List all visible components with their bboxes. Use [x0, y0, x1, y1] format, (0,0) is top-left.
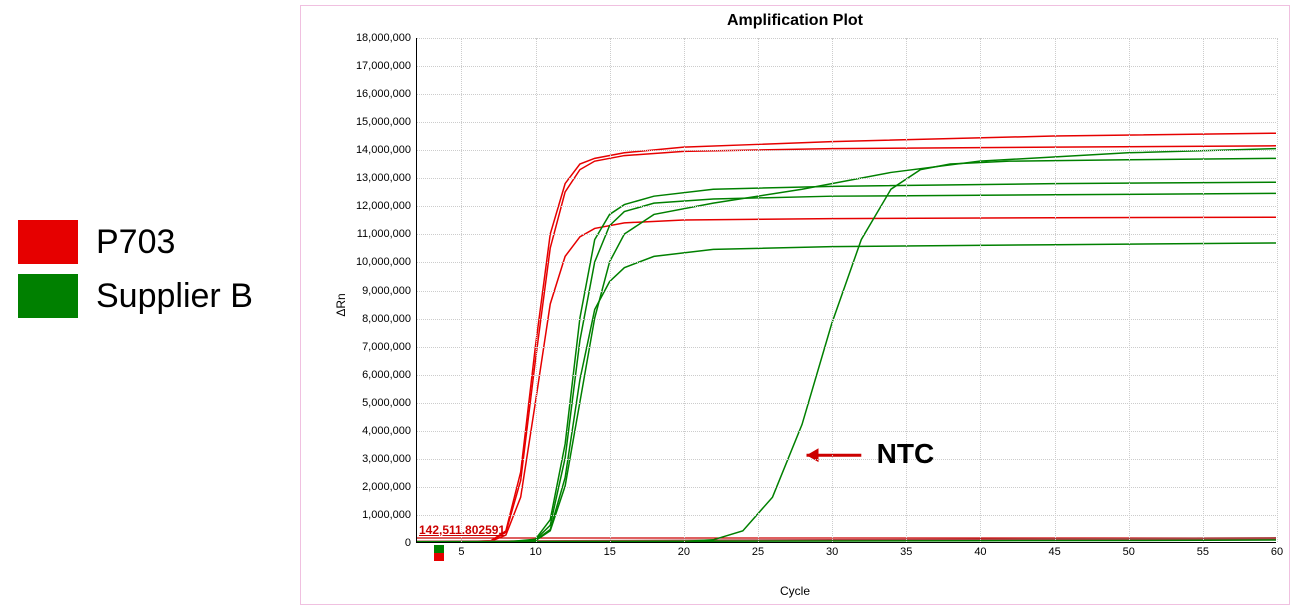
x-tick-label: 15 [604, 546, 616, 558]
grid-line-v [1129, 38, 1130, 542]
legend-swatch-supplierb [18, 274, 78, 318]
grid-line-h [417, 403, 1276, 404]
threshold-label: 142,511.802591 [419, 523, 505, 537]
x-tick-label: 30 [826, 546, 838, 558]
grid-line-h [417, 375, 1276, 376]
chart-title: Amplification Plot [301, 12, 1289, 30]
grid-line-v [610, 38, 611, 542]
x-tick-label: 60 [1271, 546, 1283, 558]
x-tick-label: 5 [458, 546, 464, 558]
y-tick-label: 9,000,000 [362, 285, 411, 297]
grid-line-v [536, 38, 537, 542]
grid-line-h [417, 38, 1276, 39]
grid-line-h [417, 319, 1276, 320]
chart-frame: Amplification Plot ΔRn Cycle 01,000,0002… [300, 5, 1290, 605]
grid-line-h [417, 431, 1276, 432]
grid-line-v [684, 38, 685, 542]
grid-line-v [758, 38, 759, 542]
y-tick-label: 0 [405, 537, 411, 549]
ntc-annotation: NTC [877, 438, 935, 470]
y-tick-label: 3,000,000 [362, 453, 411, 465]
series-green_3 [417, 243, 1276, 542]
plot-area: 01,000,0002,000,0003,000,0004,000,0005,0… [416, 38, 1276, 543]
grid-line-h [417, 150, 1276, 151]
legend-swatch-p703 [18, 220, 78, 264]
grid-line-h [417, 178, 1276, 179]
grid-line-h [417, 347, 1276, 348]
y-tick-label: 18,000,000 [356, 32, 411, 44]
y-tick-label: 16,000,000 [356, 88, 411, 100]
x-tick-label: 35 [900, 546, 912, 558]
series-green_4_late [417, 149, 1276, 542]
x-tick-label: 50 [1123, 546, 1135, 558]
y-tick-label: 5,000,000 [362, 397, 411, 409]
y-tick-label: 14,000,000 [356, 144, 411, 156]
grid-line-h [417, 515, 1276, 516]
y-tick-label: 15,000,000 [356, 116, 411, 128]
series-green_1 [417, 182, 1276, 542]
x-tick-label: 25 [752, 546, 764, 558]
grid-line-h [417, 122, 1276, 123]
y-tick-label: 17,000,000 [356, 60, 411, 72]
series-green_2 [417, 193, 1276, 542]
x-tick-label: 45 [1048, 546, 1060, 558]
x-tick-label: 10 [529, 546, 541, 558]
legend-item-supplierb: Supplier B [18, 274, 253, 318]
x-tick-label: 55 [1197, 546, 1209, 558]
grid-line-h [417, 66, 1276, 67]
grid-line-h [417, 206, 1276, 207]
series-green_ntc [417, 158, 1276, 542]
grid-line-h [417, 291, 1276, 292]
legend-label-supplierb: Supplier B [96, 277, 253, 316]
grid-line-v [1055, 38, 1056, 542]
y-tick-label: 2,000,000 [362, 481, 411, 493]
x-tick-label: 40 [974, 546, 986, 558]
legend-label-p703: P703 [96, 223, 175, 262]
y-tick-label: 4,000,000 [362, 425, 411, 437]
grid-line-h [417, 234, 1276, 235]
y-tick-label: 11,000,000 [357, 228, 411, 240]
y-tick-label: 10,000,000 [356, 256, 411, 268]
series-red_2 [417, 146, 1276, 542]
grid-line-v [461, 38, 462, 542]
grid-line-h [417, 459, 1276, 460]
y-tick-label: 12,000,000 [356, 200, 411, 212]
y-tick-label: 1,000,000 [362, 509, 411, 521]
grid-line-v [832, 38, 833, 542]
grid-line-v [1203, 38, 1204, 542]
axis-marker [434, 545, 444, 553]
y-tick-label: 7,000,000 [362, 341, 411, 353]
legend: P703 Supplier B [18, 220, 253, 328]
legend-item-p703: P703 [18, 220, 253, 264]
grid-line-h [417, 262, 1276, 263]
y-tick-label: 6,000,000 [362, 369, 411, 381]
grid-line-v [980, 38, 981, 542]
axis-marker [434, 553, 444, 561]
y-tick-label: 8,000,000 [362, 313, 411, 325]
y-axis-label: ΔRn [334, 293, 348, 316]
grid-line-h [417, 94, 1276, 95]
grid-line-h [417, 487, 1276, 488]
x-tick-label: 20 [678, 546, 690, 558]
grid-line-v [1277, 38, 1278, 542]
y-tick-label: 13,000,000 [356, 172, 411, 184]
x-axis-label: Cycle [301, 584, 1289, 598]
